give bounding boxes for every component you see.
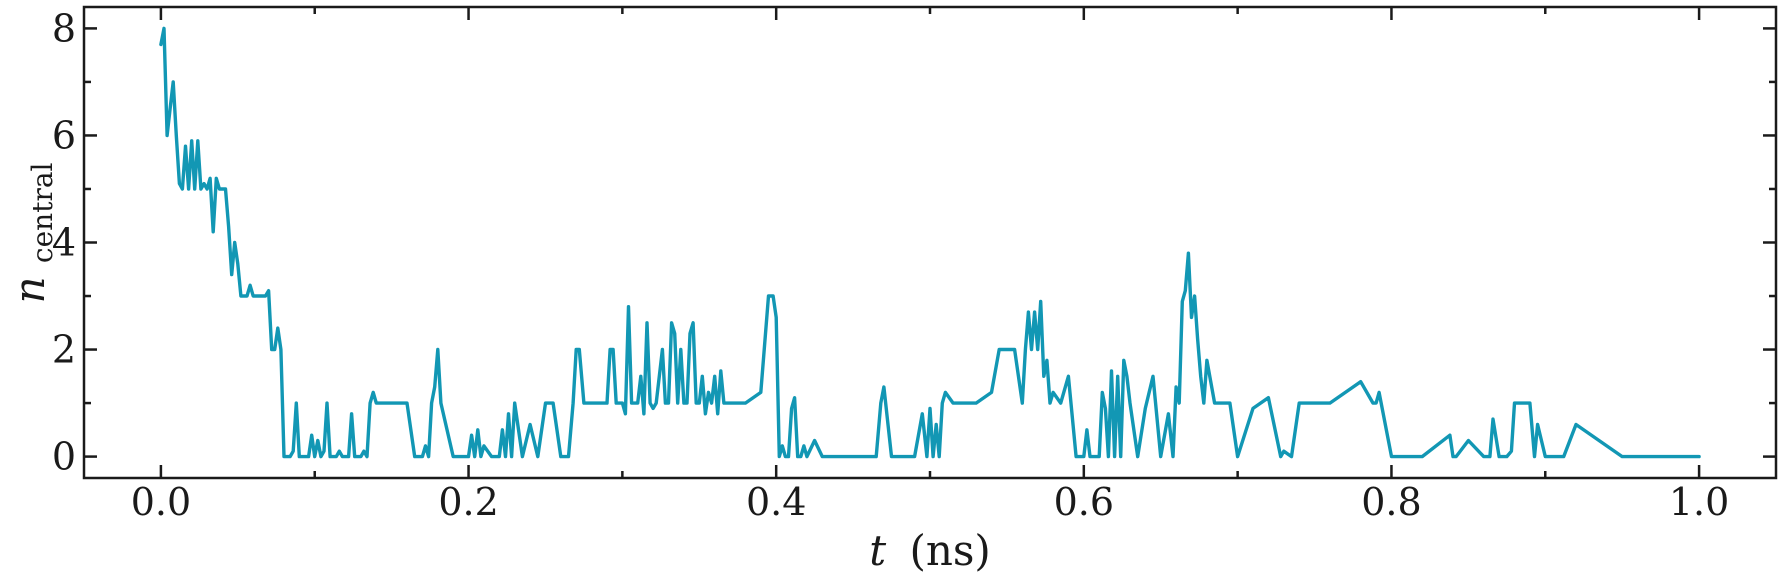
y-tick-label: 4 <box>52 221 76 265</box>
y-tick-labels: 0 2 4 6 8 <box>52 6 76 478</box>
x-tick-label: 0.4 <box>746 480 806 524</box>
major-ticks <box>84 7 1776 478</box>
y-tick-label: 2 <box>52 328 76 372</box>
y-tick-label: 0 <box>52 435 76 479</box>
x-tick-label: 1.0 <box>1669 480 1729 524</box>
x-axis-label: t (ns) <box>869 526 991 575</box>
plot-frame <box>82 5 1778 480</box>
x-tick-label: 0.2 <box>438 480 498 524</box>
x-axis-unit: (ns) <box>909 526 990 575</box>
y-tick-label: 6 <box>52 113 76 157</box>
x-tick-label: 0.0 <box>131 480 191 524</box>
series-group <box>159 26 1701 459</box>
x-tick-label: 0.8 <box>1361 480 1421 524</box>
x-tick-label: 0.6 <box>1054 480 1114 524</box>
series-line-n_central <box>159 26 1701 459</box>
y-axis-label: n central <box>5 162 59 303</box>
x-tick-labels: 0.0 0.2 0.4 0.6 0.8 1.0 <box>131 480 1730 524</box>
x-axis-variable: t <box>869 526 886 575</box>
y-axis-variable: n <box>5 276 54 303</box>
y-axis-subscript: central <box>26 162 59 263</box>
y-tick-label: 8 <box>52 6 76 50</box>
